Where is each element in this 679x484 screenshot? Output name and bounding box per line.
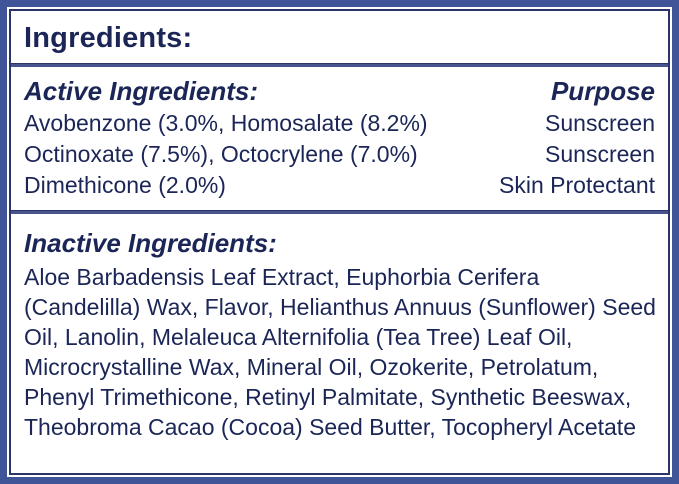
ingredient-name: Avobenzone (3.0%, Homosalate (8.2%) bbox=[24, 110, 428, 136]
active-ingredients-section: Active Ingredients: Purpose Avobenzone (… bbox=[11, 67, 668, 210]
active-ingredient-row: Octinoxate (7.5%), Octocrylene (7.0%) Su… bbox=[24, 139, 655, 170]
ingredient-purpose: Sunscreen bbox=[545, 110, 655, 136]
active-ingredient-row: Dimethicone (2.0%) Skin Protectant bbox=[24, 170, 655, 201]
inactive-ingredients-section: Inactive Ingredients: Aloe Barbadensis L… bbox=[11, 214, 668, 473]
section-divider-middle bbox=[11, 210, 668, 214]
active-ingredient-row: Avobenzone (3.0%, Homosalate (8.2%) Suns… bbox=[24, 108, 655, 139]
inactive-ingredients-list: Aloe Barbadensis Leaf Extract, Euphorbia… bbox=[24, 264, 656, 440]
ingredient-purpose: Skin Protectant bbox=[499, 172, 655, 198]
section-divider-top bbox=[11, 63, 668, 67]
label-header: Ingredients: bbox=[11, 11, 668, 63]
ingredients-title: Ingredients: bbox=[24, 21, 193, 54]
active-ingredients-title: Active Ingredients: bbox=[24, 76, 259, 106]
label-inner-frame: Ingredients: Active Ingredients: Purpose… bbox=[9, 9, 670, 475]
inactive-ingredients-title: Inactive Ingredients: bbox=[24, 228, 277, 258]
ingredient-name: Dimethicone (2.0%) bbox=[24, 172, 226, 198]
ingredient-purpose: Sunscreen bbox=[545, 141, 655, 167]
ingredient-name: Octinoxate (7.5%), Octocrylene (7.0%) bbox=[24, 141, 418, 167]
purpose-column-header: Purpose bbox=[550, 76, 655, 106]
active-ingredients-header-row: Active Ingredients: Purpose bbox=[24, 74, 655, 108]
